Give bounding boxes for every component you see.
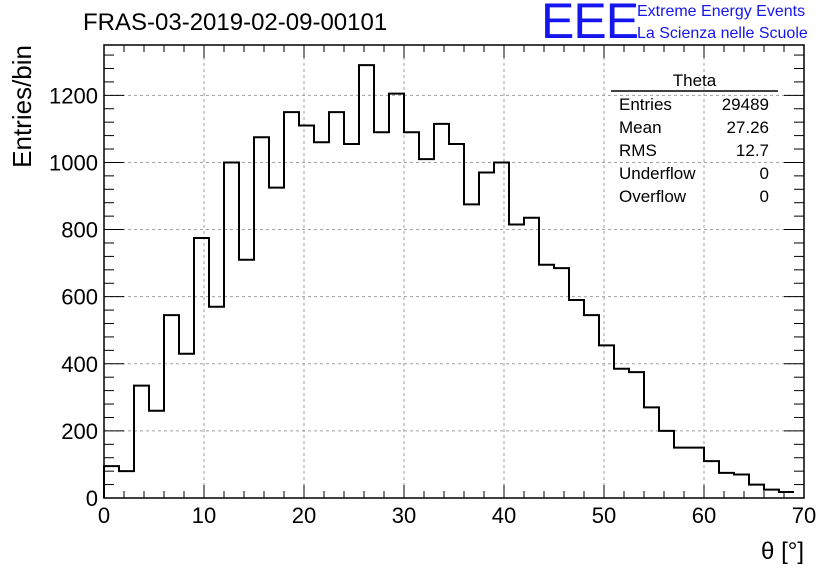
- stats-value: 29489: [722, 95, 769, 114]
- stats-label: RMS: [619, 141, 657, 160]
- histogram-bin: [479, 173, 494, 498]
- histogram-bin: [554, 268, 569, 498]
- histogram-bin: [299, 126, 314, 498]
- histogram-bin: [464, 204, 479, 498]
- stats-value: 0: [760, 187, 769, 206]
- histogram-bin: [224, 162, 239, 498]
- y-tick-label: 1200: [49, 83, 98, 108]
- chart-title: FRAS-03-2019-02-09-00101: [83, 9, 388, 36]
- histogram-bin: [389, 94, 404, 498]
- stats-value: 0: [760, 164, 769, 183]
- stats-label: Mean: [619, 118, 662, 137]
- stats-label: Underflow: [619, 164, 696, 183]
- histogram-bin: [194, 238, 209, 498]
- y-tick-label: 400: [61, 352, 98, 377]
- histogram-bin: [359, 65, 374, 498]
- x-tick-label: 50: [592, 503, 616, 528]
- histogram-bin: [119, 471, 134, 498]
- histogram-bin: [254, 137, 269, 498]
- histogram-bin: [239, 260, 254, 498]
- logo-caption-line1: Extreme Energy Events: [637, 3, 806, 20]
- stats-value: 27.26: [726, 118, 769, 137]
- plot-frame: [103, 44, 805, 499]
- histogram-bin: [284, 112, 299, 498]
- histogram-bin: [419, 159, 434, 498]
- histogram-bin: [449, 144, 464, 498]
- x-tick-label: 40: [492, 503, 516, 528]
- histogram-bin: [164, 315, 179, 498]
- histogram-bin: [644, 407, 659, 498]
- y-tick-label: 800: [61, 218, 98, 243]
- histogram-bin: [629, 372, 644, 498]
- histogram-bin: [134, 386, 149, 498]
- histogram-bin: [329, 112, 344, 498]
- histogram-bin: [314, 142, 329, 498]
- x-tick-label: 60: [692, 503, 716, 528]
- histogram-bin: [524, 218, 539, 498]
- logo-caption-line2: La Scienza nelle Scuole: [637, 25, 808, 42]
- histogram-bin: [569, 300, 584, 498]
- stats-value: 12.7: [736, 141, 769, 160]
- stats-label: Entries: [619, 95, 672, 114]
- y-axis-label: Entries/bin: [7, 45, 37, 168]
- histogram-bin: [734, 475, 749, 498]
- histogram-bin: [584, 315, 599, 498]
- histogram-bin: [749, 485, 764, 498]
- x-tick-label: 30: [392, 503, 416, 528]
- histogram-bin: [344, 144, 359, 498]
- histogram-bin: [704, 461, 719, 498]
- y-tick-label: 600: [61, 285, 98, 310]
- histogram-bin: [779, 492, 794, 498]
- histogram-bin: [599, 345, 614, 498]
- y-tick-label: 0: [86, 486, 98, 511]
- x-tick-label: 70: [792, 503, 816, 528]
- histogram-bin: [719, 473, 734, 498]
- histogram-bin: [539, 265, 554, 498]
- histogram-bin: [209, 307, 224, 498]
- histogram-bin: [149, 411, 164, 498]
- histogram-bin: [764, 490, 779, 498]
- stats-label: Overflow: [619, 187, 687, 206]
- histogram-bin: [689, 448, 704, 498]
- stats-box-title: Theta: [673, 71, 717, 90]
- histogram-bin: [179, 354, 194, 498]
- histogram-outline: [103, 64, 794, 498]
- histogram-bin: [509, 225, 524, 498]
- x-tick-label: 20: [292, 503, 316, 528]
- histogram-bin: [404, 132, 419, 498]
- x-tick-label: 0: [98, 503, 110, 528]
- histogram-bin: [614, 369, 629, 498]
- eee-logo: EEE: [541, 0, 639, 49]
- histogram-bin: [674, 448, 689, 498]
- histogram-bin: [494, 162, 509, 498]
- y-tick-label: 1000: [49, 150, 98, 175]
- x-tick-label: 10: [192, 503, 216, 528]
- histogram-bin: [434, 124, 449, 498]
- y-tick-label: 200: [61, 419, 98, 444]
- x-axis-label: θ [°]: [761, 538, 804, 565]
- histogram-bin: [269, 188, 284, 498]
- histogram-bin: [374, 132, 389, 498]
- histogram-bin: [659, 431, 674, 498]
